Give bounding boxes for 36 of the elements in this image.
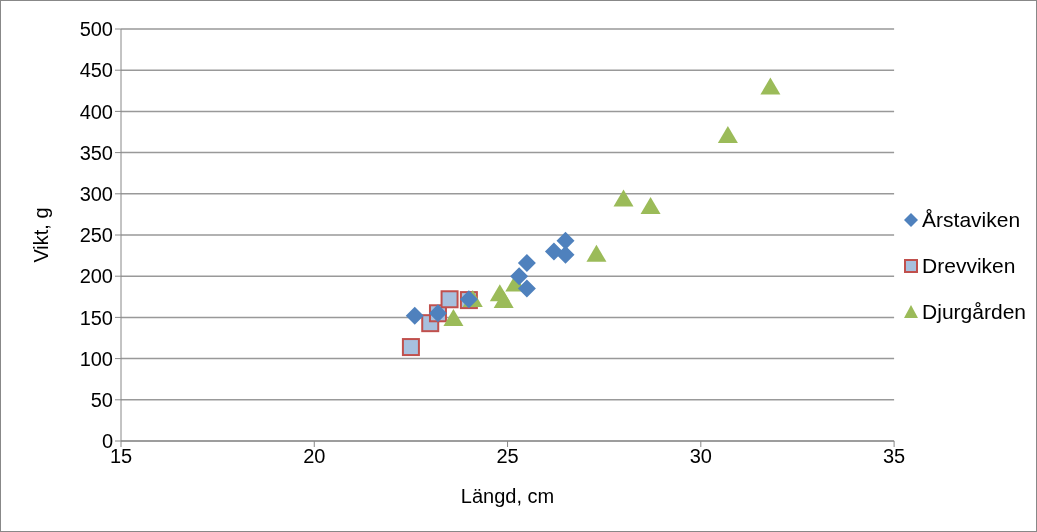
y-tick-label: 500 — [79, 18, 113, 41]
point — [401, 338, 420, 357]
point — [493, 290, 514, 308]
y-tick-label: 300 — [79, 182, 113, 205]
y-tick-label: 150 — [79, 306, 113, 329]
y-tick-label: 250 — [79, 224, 113, 247]
x-tick-label: 30 — [689, 445, 712, 468]
point — [517, 279, 536, 298]
legend-label: Årstaviken — [922, 208, 1021, 232]
y-tick-label: 100 — [79, 347, 113, 370]
y-tick-label: 400 — [79, 100, 113, 123]
point — [717, 126, 738, 144]
x-tick-label: 20 — [303, 445, 326, 468]
legend-label: Djurgården — [922, 300, 1026, 324]
point — [760, 77, 781, 95]
y-axis-title: Vikt, g — [30, 207, 53, 263]
point — [440, 290, 459, 309]
point — [556, 245, 575, 264]
y-tick-label: 200 — [79, 265, 113, 288]
point — [556, 231, 575, 250]
point — [443, 309, 464, 327]
legend-label: Drevviken — [922, 254, 1016, 278]
x-axis-title: Längd, cm — [460, 485, 555, 507]
y-tick-label: 350 — [79, 141, 113, 164]
y-tick-label: 50 — [90, 388, 113, 411]
y-tick-label: 0 — [101, 430, 113, 453]
point — [613, 189, 634, 207]
y-tick-label: 450 — [79, 59, 113, 82]
point — [544, 242, 563, 261]
point — [586, 244, 607, 262]
x-tick-label: 25 — [496, 445, 519, 468]
x-tick-label: 35 — [882, 445, 906, 468]
point — [510, 267, 529, 286]
point — [405, 306, 424, 325]
point — [640, 196, 661, 214]
point — [517, 254, 536, 273]
